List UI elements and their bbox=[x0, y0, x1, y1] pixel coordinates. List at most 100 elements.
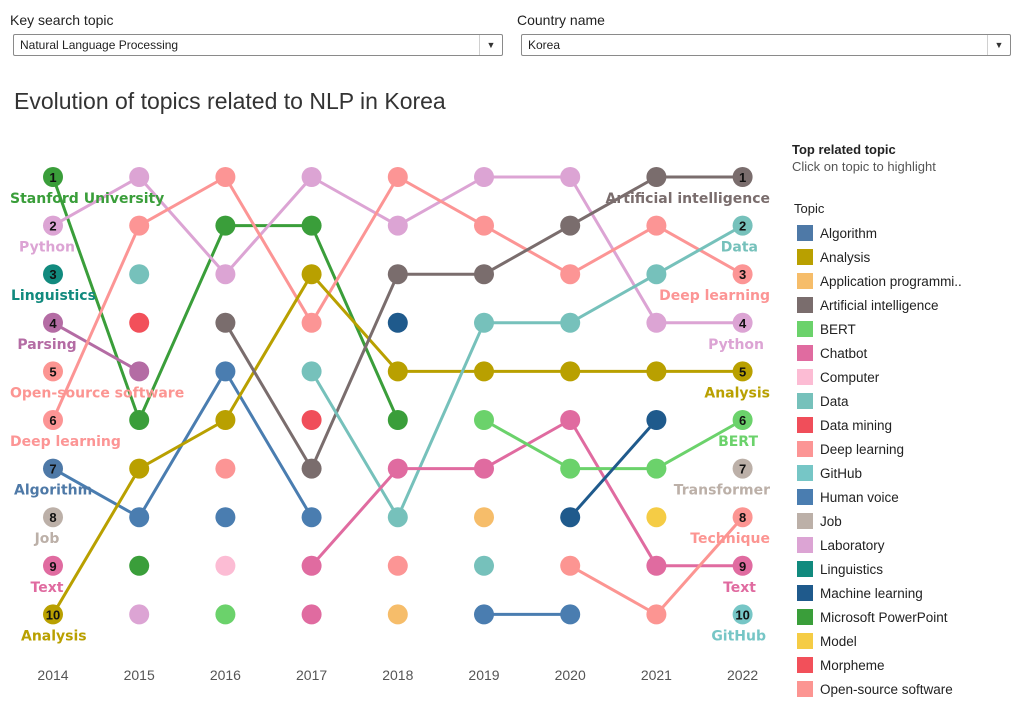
data-point bbox=[474, 410, 494, 430]
data-point bbox=[301, 167, 322, 187]
rank-number: 5 bbox=[49, 364, 56, 379]
data-point bbox=[474, 361, 494, 382]
legend-item[interactable]: Chatbot bbox=[797, 341, 962, 365]
x-tick-label: 2021 bbox=[641, 667, 672, 683]
right-topic-label: Python bbox=[708, 337, 764, 353]
data-point bbox=[560, 410, 581, 430]
data-point bbox=[43, 361, 63, 382]
chevron-down-icon[interactable]: ▼ bbox=[479, 35, 502, 55]
data-point bbox=[215, 215, 236, 236]
legend-item[interactable]: Human voice bbox=[797, 485, 962, 509]
data-point bbox=[560, 458, 581, 479]
legend-title: Top related topic bbox=[792, 142, 896, 157]
data-point bbox=[732, 507, 753, 528]
rank-number: 1 bbox=[739, 170, 746, 185]
data-point bbox=[43, 312, 63, 333]
country-select[interactable]: Korea ▼ bbox=[521, 34, 1011, 56]
right-topic-label: BERT bbox=[718, 434, 758, 450]
legend-item[interactable]: Model bbox=[797, 629, 962, 653]
x-tick-label: 2018 bbox=[382, 667, 413, 683]
data-point bbox=[301, 604, 322, 625]
legend-item[interactable]: Application programmi.. bbox=[797, 269, 962, 293]
bump-chart: 1 2 3 4 5 6 7 8 9 10 1 2 3 4 5 6 7 8 9 10 Stanford Universit… bbox=[10, 167, 770, 683]
rank-number: 6 bbox=[49, 413, 56, 428]
x-tick-label: 2016 bbox=[210, 667, 241, 683]
legend-item[interactable]: Algorithm bbox=[797, 221, 962, 245]
rank-number: 8 bbox=[49, 510, 56, 525]
legend-item[interactable]: Linguistics bbox=[797, 557, 962, 581]
legend-item[interactable]: Data mining bbox=[797, 413, 962, 437]
x-tick-label: 2015 bbox=[124, 667, 155, 683]
rank-number: 7 bbox=[49, 462, 56, 477]
legend-label: Artificial intelligence bbox=[820, 297, 939, 313]
data-point bbox=[646, 215, 667, 236]
topic-filter-label: Key search topic bbox=[10, 12, 114, 28]
data-point bbox=[129, 555, 150, 576]
data-point bbox=[387, 167, 408, 187]
left-topic-label: Python bbox=[19, 240, 75, 256]
rank-number: 9 bbox=[739, 559, 746, 574]
legend-item[interactable]: GitHub bbox=[797, 461, 962, 485]
legend-label: Computer bbox=[820, 369, 880, 385]
data-point bbox=[43, 410, 63, 430]
series-line bbox=[483, 418, 744, 471]
data-point bbox=[215, 604, 236, 625]
left-topic-label: Open-source software bbox=[10, 385, 184, 401]
legend-item[interactable]: Artificial intelligence bbox=[797, 293, 962, 317]
topic-select[interactable]: Natural Language Processing ▼ bbox=[13, 34, 503, 56]
chevron-down-icon[interactable]: ▼ bbox=[987, 35, 1010, 55]
legend-item[interactable]: Deep learning bbox=[797, 437, 962, 461]
legend-item[interactable]: Computer bbox=[797, 365, 962, 389]
legend-swatch bbox=[797, 321, 813, 337]
data-point bbox=[215, 264, 236, 285]
legend-item[interactable]: BERT bbox=[797, 317, 962, 341]
legend-swatch bbox=[797, 345, 813, 361]
legend-item[interactable]: Open-source software bbox=[797, 677, 962, 701]
rank-number: 5 bbox=[739, 364, 746, 379]
series-line bbox=[52, 321, 140, 373]
legend-item[interactable]: Data bbox=[797, 389, 962, 413]
legend-item[interactable]: Machine learning bbox=[797, 581, 962, 605]
data-point bbox=[646, 264, 667, 285]
legend-swatch bbox=[797, 585, 813, 601]
data-point bbox=[732, 410, 753, 430]
data-point bbox=[474, 167, 494, 187]
data-point bbox=[215, 167, 236, 187]
legend-label: Microsoft PowerPoint bbox=[820, 609, 948, 625]
data-point bbox=[301, 507, 322, 528]
rank-number: 2 bbox=[739, 219, 746, 234]
legend-item[interactable]: Job bbox=[797, 509, 962, 533]
data-point bbox=[474, 458, 494, 479]
data-point bbox=[560, 167, 581, 187]
legend-swatch bbox=[797, 273, 813, 289]
legend-item[interactable]: Analysis bbox=[797, 245, 962, 269]
legend-label: Data mining bbox=[820, 417, 893, 433]
series-line bbox=[310, 224, 744, 519]
right-topic-label: Analysis bbox=[704, 385, 770, 401]
data-point bbox=[732, 215, 753, 236]
data-point bbox=[646, 410, 667, 430]
legend-item[interactable]: Microsoft PowerPoint bbox=[797, 605, 962, 629]
legend-label: Linguistics bbox=[820, 561, 884, 577]
data-point bbox=[387, 507, 408, 528]
data-point bbox=[732, 312, 753, 333]
legend-item[interactable]: Laboratory bbox=[797, 533, 962, 557]
legend-label: Human voice bbox=[820, 489, 899, 505]
legend-swatch bbox=[797, 225, 813, 241]
legend-subtitle: Click on topic to highlight bbox=[792, 159, 936, 174]
data-point bbox=[43, 167, 63, 187]
legend: Algorithm Analysis Application programmi..… bbox=[797, 221, 962, 701]
data-point bbox=[387, 264, 408, 285]
data-point bbox=[43, 458, 63, 479]
data-point bbox=[129, 361, 150, 382]
legend-item[interactable]: Morpheme bbox=[797, 653, 962, 677]
data-point bbox=[732, 167, 753, 187]
data-point bbox=[474, 215, 494, 236]
data-point bbox=[301, 215, 322, 236]
right-topic-label: Artificial intelligence bbox=[606, 191, 770, 207]
country-select-value: Korea bbox=[528, 38, 561, 52]
data-point bbox=[387, 410, 408, 430]
data-point bbox=[215, 410, 236, 430]
x-tick-label: 2017 bbox=[296, 667, 327, 683]
legend-label: Algorithm bbox=[820, 225, 878, 241]
